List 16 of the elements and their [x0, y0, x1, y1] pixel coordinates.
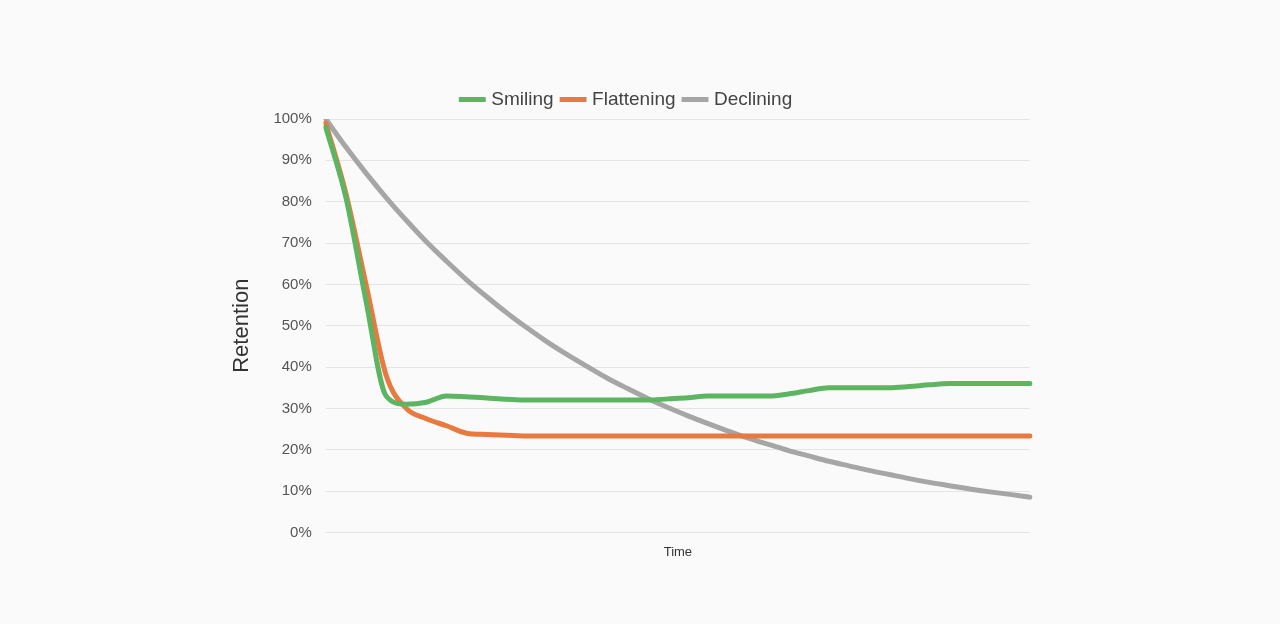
legend-label: Declining: [714, 87, 793, 109]
y-tick-label: 100%: [273, 109, 312, 127]
y-tick-label: 70%: [281, 233, 312, 251]
legend-label: Smiling: [491, 87, 554, 109]
y-tick-label: 40%: [281, 357, 312, 375]
y-tick-label: 80%: [281, 191, 312, 209]
y-tick-label: 10%: [281, 481, 312, 499]
y-tick-label: 60%: [281, 274, 312, 292]
x-axis-title: Time: [663, 543, 693, 559]
legend-label: Flattening: [592, 87, 676, 109]
y-tick-label: 30%: [281, 398, 312, 416]
y-tick-label: 90%: [281, 150, 312, 168]
y-tick-label: 50%: [281, 315, 312, 333]
y-tick-label: 0%: [290, 522, 312, 540]
y-axis-title: Retention: [228, 278, 254, 373]
y-tick-label: 20%: [281, 439, 312, 457]
